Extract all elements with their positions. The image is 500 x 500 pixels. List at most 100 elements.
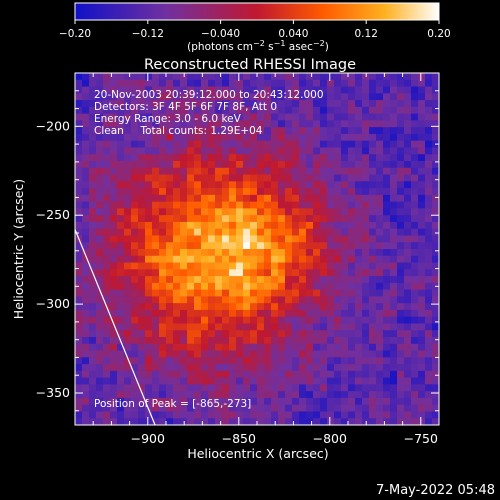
heatmap-cell xyxy=(145,221,153,230)
heatmap-cell xyxy=(229,323,237,331)
heatmap-cell xyxy=(418,208,426,216)
heatmap-cell xyxy=(292,106,300,115)
heatmap-cell xyxy=(334,215,342,223)
heatmap-cell xyxy=(355,262,363,270)
heatmap-cell xyxy=(285,167,293,176)
heatmap-cell xyxy=(187,113,195,121)
heatmap-cell xyxy=(236,228,244,237)
heatmap-cell xyxy=(390,330,398,338)
heatmap-cell xyxy=(320,303,328,311)
heatmap-cell xyxy=(341,208,349,216)
heatmap-cell xyxy=(96,167,104,176)
heatmap-cell xyxy=(362,113,370,121)
heatmap-cell xyxy=(124,397,132,406)
heatmap-cell xyxy=(250,73,258,81)
heatmap-cell xyxy=(313,364,321,372)
heatmap-cell xyxy=(124,357,132,365)
heatmap-cell xyxy=(82,215,90,223)
heatmap-cell xyxy=(138,215,146,223)
heatmap-cell xyxy=(194,228,202,237)
heatmap-cell xyxy=(404,242,412,250)
heatmap-cell xyxy=(75,296,83,304)
heatmap-cell xyxy=(292,289,300,297)
heatmap-cell xyxy=(166,242,174,250)
heatmap-cell xyxy=(299,309,307,318)
heatmap-cell xyxy=(215,411,223,419)
heatmap-cell xyxy=(334,255,342,264)
heatmap-cell xyxy=(243,249,251,257)
heatmap-cell xyxy=(299,120,307,128)
heatmap-cell xyxy=(411,269,419,277)
heatmap-cell xyxy=(229,357,237,365)
heatmap-cell xyxy=(187,404,195,413)
heatmap-cell xyxy=(152,269,160,277)
heatmap-cell xyxy=(229,269,237,277)
heatmap-cell xyxy=(334,100,342,108)
heatmap-cell xyxy=(313,384,321,392)
heatmap-cell xyxy=(194,276,202,284)
heatmap-cell xyxy=(383,377,391,385)
heatmap-cell xyxy=(110,120,118,128)
heatmap-cell xyxy=(278,167,286,176)
heatmap-cell xyxy=(89,397,97,406)
heatmap-cell xyxy=(236,337,244,345)
heatmap-cell xyxy=(96,133,104,142)
heatmap-cell xyxy=(418,181,426,189)
heatmap-cell xyxy=(229,188,237,196)
heatmap-cell xyxy=(117,167,125,176)
heatmap-cell xyxy=(355,249,363,257)
heatmap-cell xyxy=(397,113,405,121)
heatmap-cell xyxy=(89,323,97,331)
heatmap-cell xyxy=(397,262,405,270)
heatmap-cell xyxy=(271,208,279,216)
heatmap-cell xyxy=(166,100,174,108)
heatmap-cell xyxy=(383,93,391,101)
heatmap-cell xyxy=(208,106,216,115)
heatmap-cell xyxy=(110,167,118,176)
heatmap-cell xyxy=(306,228,314,237)
heatmap-cell xyxy=(292,384,300,392)
heatmap-cell xyxy=(229,174,237,182)
heatmap-cell xyxy=(432,100,439,108)
heatmap-cell xyxy=(404,282,412,291)
heatmap-cell xyxy=(194,120,202,128)
heatmap-cell xyxy=(89,303,97,311)
heatmap-cell xyxy=(124,181,132,189)
heatmap-cell xyxy=(348,147,356,155)
heatmap-cell xyxy=(285,343,293,352)
heatmap-cell xyxy=(390,303,398,311)
heatmap-cell xyxy=(145,127,153,135)
heatmap-cell xyxy=(236,404,244,413)
heatmap-cell xyxy=(194,364,202,372)
heatmap-cell xyxy=(313,133,321,142)
heatmap-cell xyxy=(348,106,356,115)
heatmap-cell xyxy=(313,174,321,182)
heatmap-cell xyxy=(334,377,342,385)
heatmap-cell xyxy=(243,93,251,101)
heatmap-cell xyxy=(194,323,202,331)
heatmap-cell xyxy=(390,384,398,392)
heatmap-cell xyxy=(145,303,153,311)
heatmap-cell xyxy=(82,357,90,365)
heatmap-cell xyxy=(411,93,419,101)
heatmap-cell xyxy=(411,343,419,352)
heatmap-cell xyxy=(180,181,188,189)
heatmap-cell xyxy=(117,269,125,277)
heatmap-cell xyxy=(271,384,279,392)
heatmap-cell xyxy=(131,418,139,425)
heatmap-cell xyxy=(166,337,174,345)
heatmap-cell xyxy=(285,262,293,270)
heatmap-cell xyxy=(236,86,244,94)
heatmap-cell xyxy=(432,384,439,392)
heatmap-cell xyxy=(257,100,265,108)
heatmap-cell xyxy=(96,370,104,379)
heatmap-cell xyxy=(152,73,160,81)
heatmap-cell xyxy=(362,262,370,270)
heatmap-cell xyxy=(103,120,111,128)
heatmap-cell xyxy=(376,167,384,176)
heatmap-cell xyxy=(138,309,146,318)
heatmap-cell xyxy=(82,86,90,94)
heatmap-cell xyxy=(180,262,188,270)
heatmap-cell xyxy=(257,337,265,345)
heatmap-cell xyxy=(173,167,181,176)
